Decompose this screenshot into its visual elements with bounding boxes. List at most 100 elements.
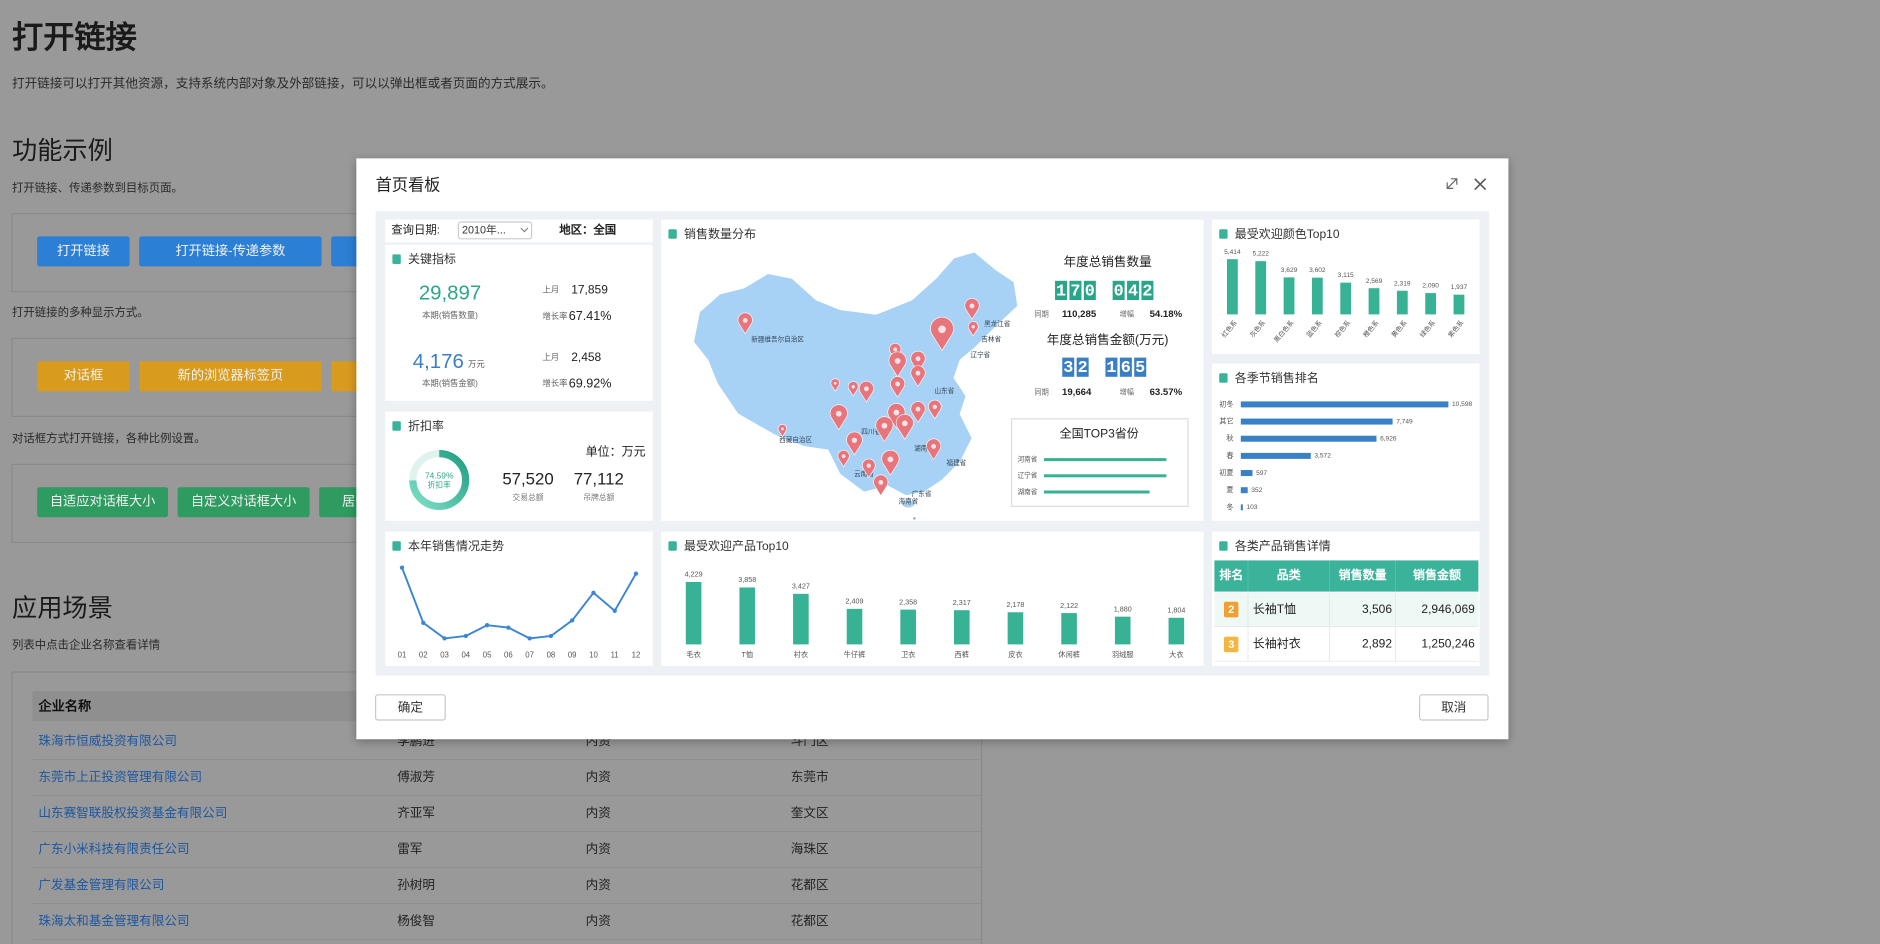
- map-label: 黑龙江省: [984, 319, 1011, 328]
- map-pin-dot: [836, 411, 842, 417]
- x-tick-label: 12: [632, 650, 641, 659]
- map-label: 吉林省: [981, 334, 1001, 343]
- company-link[interactable]: 广发基金管理有限公司: [38, 877, 164, 892]
- y-tick-label: 湖南省: [1018, 487, 1038, 496]
- details-header-cell: 品类: [1277, 567, 1302, 582]
- kpi-value: 4,176: [413, 351, 464, 373]
- table-cell: 内资: [586, 806, 611, 820]
- map-pin-dot: [938, 325, 946, 333]
- button-label[interactable]: 对话框: [64, 368, 104, 383]
- example-note: 对话框方式打开链接，各种比例设置。: [12, 431, 206, 445]
- total-prev-label: 同期: [1034, 387, 1048, 396]
- button-label[interactable]: 确定: [398, 700, 424, 714]
- trend-point: [506, 625, 510, 629]
- table-cell: 东莞市: [791, 769, 829, 784]
- value-label: 2,569: [1366, 278, 1383, 285]
- total-value: 170,042: [1056, 282, 1157, 301]
- value-label: 3,572: [1314, 453, 1331, 460]
- button-label[interactable]: 新的浏览器标签页: [178, 367, 284, 383]
- section-title: 功能示例: [12, 137, 113, 165]
- bar: [1241, 487, 1248, 493]
- bar: [1241, 504, 1243, 510]
- x-tick-label: 休闲裤: [1058, 650, 1080, 659]
- table-cell: 杨俊智: [397, 914, 435, 928]
- x-tick-label: 羽绒服: [1112, 650, 1134, 659]
- map-pin-dot: [852, 385, 855, 388]
- map-pin-dot: [864, 386, 869, 391]
- map-pin-dot: [781, 427, 784, 430]
- map-label: 新疆维吾尔自治区: [751, 334, 804, 343]
- trend-point: [464, 634, 468, 638]
- table-header-cell: 企业名称: [37, 697, 91, 713]
- stat-label: 交易总额: [512, 492, 543, 502]
- total-prev-label: 同期: [1034, 309, 1048, 318]
- company-link[interactable]: 广东小米科技有限责任公司: [38, 842, 189, 856]
- value-label: 2,409: [846, 597, 864, 606]
- company-link[interactable]: 珠海市恒威投资有限公司: [38, 733, 177, 748]
- button-label[interactable]: 取消: [1441, 700, 1466, 714]
- date-select-value[interactable]: 2010年...: [462, 222, 506, 236]
- button-label[interactable]: 打开链接: [57, 242, 110, 258]
- value-label: 1,804: [1167, 605, 1185, 614]
- table-cell: 傅淑芳: [397, 770, 435, 784]
- table-cell: 内资: [586, 878, 611, 892]
- button-label[interactable]: 打开链接-传递参数: [175, 242, 285, 258]
- map-pin-dot: [895, 382, 900, 387]
- map-label: 山东省: [935, 386, 955, 395]
- value-label: 1,880: [1114, 604, 1132, 613]
- map-pin-dot: [834, 382, 837, 385]
- value-label: 3,602: [1309, 267, 1326, 274]
- panel-title: 关键指标: [408, 251, 456, 266]
- value-label: 2,090: [1422, 283, 1439, 290]
- total-prev: 19,664: [1062, 387, 1092, 398]
- bar: [1241, 453, 1311, 459]
- company-link[interactable]: 山东赛智联股权投资基金有限公司: [38, 805, 227, 820]
- panel-title: 折扣率: [408, 418, 444, 433]
- bar: [1061, 613, 1077, 644]
- panel-icon: [392, 541, 400, 551]
- trend-point: [634, 571, 638, 575]
- rank: 3: [1228, 639, 1234, 651]
- section-note: 列表中点击企业名称查看详情: [12, 638, 160, 652]
- button-label[interactable]: 自定义对话框大小: [191, 494, 297, 509]
- company-link[interactable]: 东莞市上正投资管理有限公司: [38, 769, 202, 784]
- map-pin-dot: [916, 407, 921, 412]
- x-tick-label: 06: [504, 650, 513, 659]
- panel-icon: [1219, 541, 1227, 551]
- bar: [1008, 612, 1024, 644]
- bar: [1397, 291, 1408, 315]
- table-cell: 齐亚军: [397, 805, 435, 820]
- map-pin-dot: [882, 423, 888, 429]
- kpi-unit: 万元: [468, 359, 485, 369]
- y-tick-label: 初夏: [1219, 468, 1233, 477]
- panel-title: 最受欢迎产品Top10: [684, 538, 789, 553]
- map-label: 西藏自治区: [779, 435, 812, 444]
- value-label: 352: [1251, 487, 1262, 494]
- map-pin-dot: [933, 405, 937, 409]
- total-title: 年度总销售数量: [1064, 254, 1153, 269]
- bar: [1241, 401, 1449, 407]
- y-tick-label: 春: [1226, 451, 1233, 460]
- rank: 2: [1228, 604, 1234, 616]
- company-link[interactable]: 珠海太和基金管理有限公司: [38, 913, 189, 928]
- value-label: 7,749: [1396, 418, 1413, 425]
- trend-point: [570, 618, 574, 622]
- unit-label: 单位：万元: [586, 444, 646, 459]
- x-tick-label: 西裤: [955, 650, 969, 659]
- details-header-cell: 销售金额: [1413, 567, 1461, 582]
- bar: [1044, 491, 1150, 494]
- bar: [1044, 458, 1166, 461]
- total-growth-label: 增幅: [1120, 387, 1134, 396]
- table-cell: 内资: [586, 842, 611, 856]
- map-pin-dot: [895, 358, 901, 364]
- map-pin-dot: [894, 410, 900, 416]
- value-label: 2,358: [899, 597, 917, 606]
- table-cell: 海珠区: [791, 842, 829, 856]
- button-label[interactable]: 自适应对话框大小: [50, 494, 156, 509]
- kpi-prev: 17,859: [571, 283, 608, 297]
- map-pin-dot: [867, 464, 871, 468]
- bar: [1312, 278, 1323, 315]
- kpi-growth: 67.41%: [569, 309, 612, 323]
- value-label: 5,222: [1252, 251, 1269, 258]
- x-tick-label: 10: [589, 650, 598, 659]
